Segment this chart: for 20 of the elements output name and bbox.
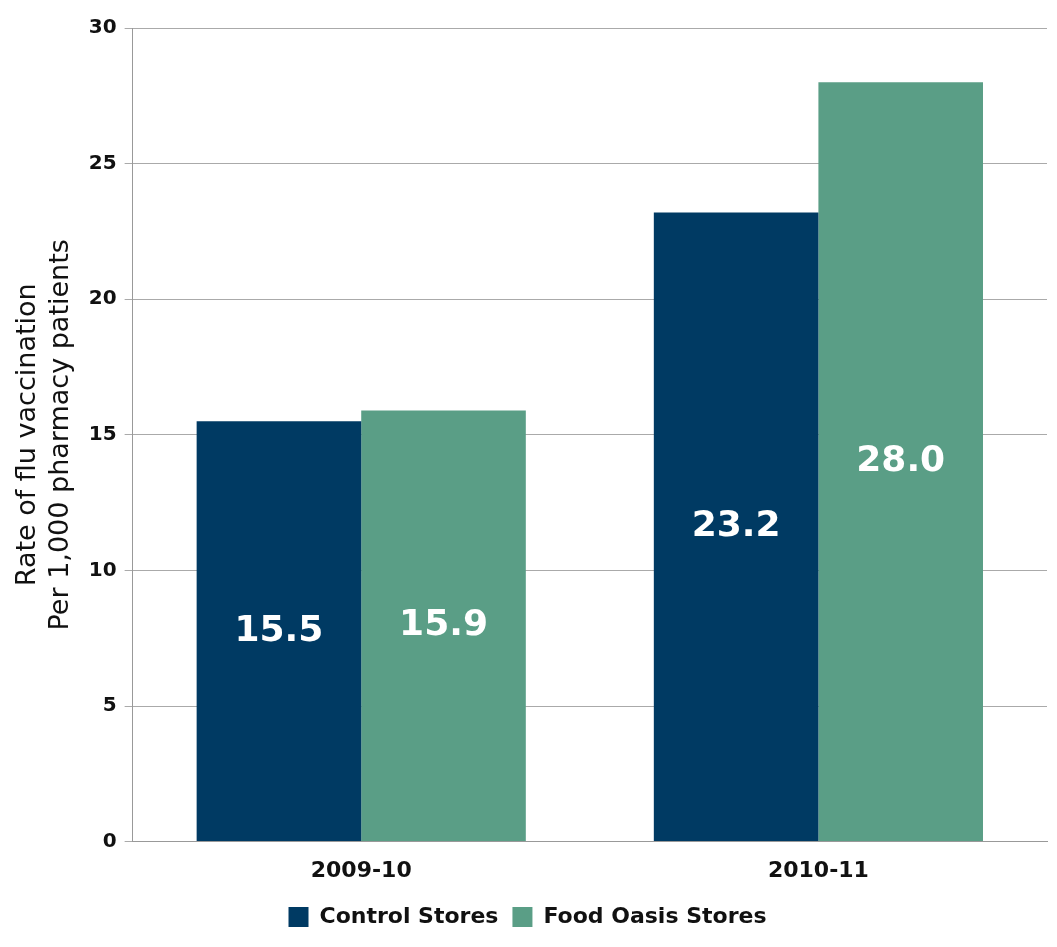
data-label: 15.9 — [399, 602, 488, 644]
y-tick-label: 30 — [88, 14, 117, 39]
y-tick-label: 15 — [88, 421, 117, 445]
y-tick-label: 0 — [102, 827, 117, 852]
y-tick-label: 10 — [88, 556, 117, 581]
x-tick-label: 2010-11 — [767, 856, 869, 882]
bar — [653, 212, 819, 842]
bar — [361, 410, 526, 842]
y-axis-title: Rate of flu vaccination Per 1,000 pharmacy patients — [10, 239, 74, 631]
data-label: 23.2 — [691, 503, 781, 545]
y-tick-label: 25 — [88, 149, 117, 174]
x-tick-label: 2009-10 — [310, 856, 412, 882]
legend-label: Control Stores — [319, 902, 499, 928]
y-tick-label: 5 — [102, 692, 117, 717]
data-label: 15.5 — [234, 607, 324, 649]
y-tick-label: 20 — [88, 285, 117, 310]
bar — [196, 421, 362, 842]
legend-label: Food Oasis Stores — [543, 902, 767, 928]
data-label: 28.0 — [856, 438, 946, 480]
bar — [818, 82, 983, 842]
